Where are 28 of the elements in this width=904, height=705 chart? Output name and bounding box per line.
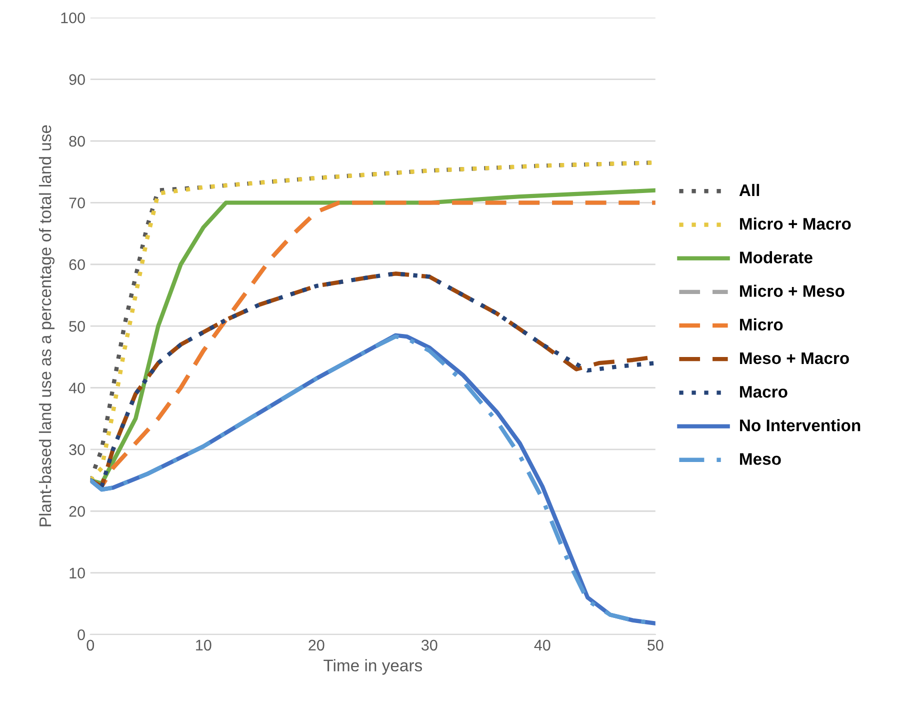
legend-label: All bbox=[739, 184, 760, 196]
legend-label: Micro + Meso bbox=[740, 284, 844, 297]
legend-label: Meso + Macro bbox=[740, 352, 849, 364]
legend-label: Macro bbox=[740, 386, 788, 398]
x-tick-label: 10 bbox=[196, 640, 212, 651]
y-tick-label: 100 bbox=[61, 12, 85, 24]
legend-label: Micro + Macro bbox=[740, 218, 851, 230]
y-tick-label: 20 bbox=[69, 506, 85, 517]
legend-label: Micro bbox=[740, 318, 783, 331]
x-tick-label: 50 bbox=[648, 640, 664, 651]
x-tick-label: 30 bbox=[421, 640, 438, 651]
y-tick-label: 60 bbox=[69, 259, 85, 270]
legend-label: Meso bbox=[740, 453, 781, 465]
x-tick-label: 0 bbox=[86, 640, 94, 651]
y-tick-label: 80 bbox=[69, 136, 85, 147]
x-axis-title: Time in years bbox=[324, 659, 422, 675]
y-tick-label: 10 bbox=[70, 568, 85, 578]
x-tick-label: 20 bbox=[308, 640, 324, 651]
y-axis-title: Plant-based land use as a percentage of total land use bbox=[38, 125, 54, 526]
x-tick-label: 40 bbox=[534, 640, 550, 651]
y-tick-label: 30 bbox=[69, 444, 85, 456]
legend-label: No Intervention bbox=[740, 419, 860, 432]
y-tick-label: 40 bbox=[68, 382, 85, 394]
y-tick-label: 50 bbox=[69, 320, 85, 332]
legend-label: Moderate bbox=[740, 251, 812, 264]
y-tick-label: 0 bbox=[78, 629, 85, 640]
y-tick-label: 70 bbox=[69, 198, 85, 208]
y-tick-label: 90 bbox=[69, 74, 85, 85]
